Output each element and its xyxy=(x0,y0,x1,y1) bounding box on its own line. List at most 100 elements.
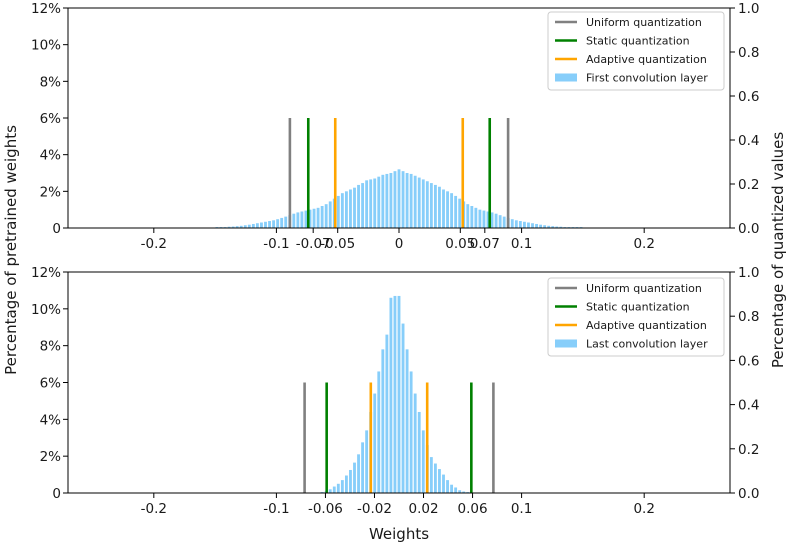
histogram-bar xyxy=(486,211,490,228)
histogram-bar xyxy=(417,411,421,493)
histogram-bar xyxy=(409,371,413,493)
histogram-bar xyxy=(413,393,417,493)
legend-label: First convolution layer xyxy=(586,72,708,85)
histogram-bar xyxy=(280,217,284,228)
histogram-bar xyxy=(454,195,458,228)
right-y-tick-label: 0.0 xyxy=(738,221,759,237)
first-layer-panel: 02%4%6%8%10%12% 0.00.20.40.60.81.0 -0.2-… xyxy=(31,1,760,252)
histogram-bar xyxy=(316,207,320,228)
histogram-bar xyxy=(264,221,267,228)
histogram-bar xyxy=(239,225,243,228)
histogram-bar xyxy=(551,226,555,228)
histogram-bar xyxy=(255,223,259,228)
last-layer-histogram xyxy=(320,295,470,493)
x-tick-label: -0.07 xyxy=(296,236,331,252)
x-tick-label: -0.1 xyxy=(263,501,289,517)
histogram-bar xyxy=(450,484,454,493)
legend-box xyxy=(547,11,725,91)
histogram-bar xyxy=(381,349,385,493)
histogram-bar xyxy=(535,223,538,228)
left-y-tick-label: 2% xyxy=(40,449,62,465)
histogram-bar xyxy=(397,295,401,493)
last-layer-x-axis: -0.2 -0.1 -0.06 -0.02 0.02 0.06 0.1 0.2 xyxy=(141,493,655,517)
right-y-tick-label: 1.0 xyxy=(738,265,759,281)
x-tick-label: 0 xyxy=(395,236,404,252)
histogram-bar xyxy=(498,215,502,228)
last-layer-left-axis: 0 2% 4% 6% 8% 10% 12% xyxy=(31,265,68,502)
left-y-tick-label: 6% xyxy=(40,376,62,392)
histogram-bar xyxy=(349,469,352,493)
histogram-bar xyxy=(312,208,316,228)
x-tick-label: 0.1 xyxy=(511,236,532,252)
histogram-bar xyxy=(336,195,340,228)
histogram-bar xyxy=(518,221,522,228)
histogram-bar xyxy=(470,206,474,228)
histogram-bar xyxy=(276,219,280,228)
legend-label: Uniform quantization xyxy=(586,16,702,29)
histogram-bar xyxy=(344,191,348,228)
first-layer-histogram xyxy=(215,169,583,228)
histogram-bar xyxy=(405,349,409,493)
histogram-bar xyxy=(227,226,231,228)
histogram-bar xyxy=(340,193,344,228)
legend-box xyxy=(547,277,725,357)
legend-swatch-histogram xyxy=(555,339,577,348)
left-y-tick-label: 2% xyxy=(40,184,62,200)
legend-label: Adaptive quantization xyxy=(586,53,707,66)
left-y-tick-label: 8% xyxy=(40,339,62,355)
x-tick-label: 0.2 xyxy=(633,501,654,517)
histogram-bar xyxy=(462,491,466,493)
right-y-tick-label: 0.4 xyxy=(738,133,759,149)
histogram-bar xyxy=(292,213,296,228)
histogram-bar xyxy=(300,211,304,228)
right-y-tick-label: 0.2 xyxy=(738,177,759,193)
right-y-tick-label: 1.0 xyxy=(738,1,759,17)
x-axis-title: Weights xyxy=(369,525,429,543)
first-layer-x-axis: -0.2 -0.1 -0.07-0.05 0 0.050.07 0.1 0.2 xyxy=(141,228,655,252)
histogram-bar xyxy=(247,224,251,228)
histogram-bar xyxy=(510,219,514,228)
x-tick-label: -0.2 xyxy=(141,236,167,252)
x-tick-label: 0.05 xyxy=(445,236,475,252)
right-y-tick-label: 0.6 xyxy=(738,353,759,369)
last-layer-quantization-lines xyxy=(303,382,495,493)
histogram-bar xyxy=(454,487,458,493)
histogram-bar xyxy=(446,480,449,493)
left-y-tick-label: 8% xyxy=(40,74,62,90)
x-tick-label: -0.05 xyxy=(320,236,355,252)
histogram-bar xyxy=(429,183,433,228)
histogram-bar xyxy=(433,463,437,493)
legend-label: Adaptive quantization xyxy=(586,319,707,332)
histogram-bar xyxy=(308,209,312,228)
right-y-tick-label: 0.8 xyxy=(738,309,759,325)
histogram-bar xyxy=(260,222,263,228)
first-layer-legend: Uniform quantization Static quantization A… xyxy=(547,11,725,91)
histogram-bar xyxy=(547,225,551,228)
histogram-bar xyxy=(401,323,405,493)
histogram-bar xyxy=(466,204,470,228)
histogram-bar xyxy=(243,225,247,228)
histogram-bar xyxy=(377,371,381,493)
left-y-tick-label: 10% xyxy=(31,38,61,54)
histogram-bar xyxy=(421,430,425,493)
left-y-axis-title: Percentage of pretrained weights xyxy=(2,125,20,375)
histogram-bar xyxy=(353,187,356,228)
last-layer-right-axis: 0.0 0.2 0.4 0.6 0.8 1.0 xyxy=(730,265,759,502)
histogram-bar xyxy=(377,176,381,228)
histogram-bar xyxy=(235,226,239,228)
histogram-bar xyxy=(357,454,360,493)
histogram-bar xyxy=(397,169,401,228)
histogram-bar xyxy=(385,334,389,493)
histogram-bar xyxy=(421,179,425,228)
histogram-bar xyxy=(373,178,377,228)
histogram-bar xyxy=(405,173,409,228)
histogram-bar xyxy=(320,206,324,228)
histogram-bar xyxy=(361,183,365,228)
histogram-bar xyxy=(474,207,478,228)
right-y-tick-label: 0.4 xyxy=(738,398,759,414)
histogram-bar xyxy=(373,393,377,493)
histogram-bar xyxy=(272,220,276,228)
x-tick-label: -0.1 xyxy=(263,236,289,252)
left-y-tick-label: 12% xyxy=(31,1,61,17)
